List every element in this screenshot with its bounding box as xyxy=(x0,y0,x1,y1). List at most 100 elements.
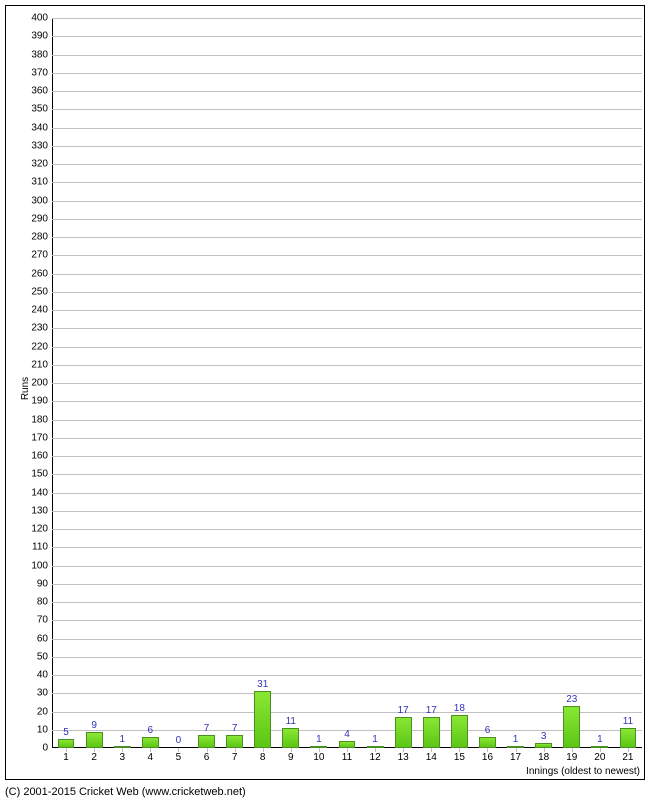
x-tick-label: 3 xyxy=(119,752,125,763)
gridline xyxy=(52,201,642,202)
x-tick-label: 14 xyxy=(426,752,437,763)
gridline xyxy=(52,420,642,421)
bar-value-label: 7 xyxy=(204,723,210,734)
gridline xyxy=(52,128,642,129)
y-tick-label: 170 xyxy=(31,432,48,443)
y-tick-label: 370 xyxy=(31,67,48,78)
bar-value-label: 11 xyxy=(286,716,296,727)
gridline xyxy=(52,566,642,567)
gridline xyxy=(52,620,642,621)
y-tick-label: 230 xyxy=(31,323,48,334)
x-tick-label: 18 xyxy=(538,752,549,763)
x-tick-label: 13 xyxy=(398,752,409,763)
y-tick-label: 270 xyxy=(31,250,48,261)
gridline xyxy=(52,73,642,74)
gridline xyxy=(52,602,642,603)
x-tick-label: 9 xyxy=(288,752,294,763)
y-tick-label: 200 xyxy=(31,378,48,389)
gridline xyxy=(52,584,642,585)
y-tick-label: 330 xyxy=(31,140,48,151)
y-tick-label: 50 xyxy=(37,651,48,662)
y-tick-label: 360 xyxy=(31,86,48,97)
y-tick-label: 20 xyxy=(37,706,48,717)
y-tick-label: 380 xyxy=(31,49,48,60)
gridline xyxy=(52,456,642,457)
x-tick-label: 15 xyxy=(454,752,465,763)
gridline xyxy=(52,547,642,548)
gridline xyxy=(52,347,642,348)
y-tick-label: 90 xyxy=(37,578,48,589)
bar-value-label: 5 xyxy=(63,727,69,738)
x-tick-label: 20 xyxy=(594,752,605,763)
gridline xyxy=(52,401,642,402)
bar-value-label: 1 xyxy=(513,734,519,745)
y-tick-label: 70 xyxy=(37,615,48,626)
y-tick-label: 310 xyxy=(31,177,48,188)
gridline xyxy=(52,493,642,494)
bar: 11 xyxy=(282,728,299,748)
gridline xyxy=(52,693,642,694)
gridline xyxy=(52,164,642,165)
y-tick-label: 10 xyxy=(37,724,48,735)
gridline xyxy=(52,639,642,640)
y-tick-label: 150 xyxy=(31,469,48,480)
x-tick-label: 1 xyxy=(63,752,69,763)
y-tick-label: 260 xyxy=(31,268,48,279)
gridline xyxy=(52,274,642,275)
bar-value-label: 1 xyxy=(597,734,603,745)
y-tick-label: 240 xyxy=(31,305,48,316)
x-tick-label: 17 xyxy=(510,752,521,763)
bar-value-label: 3 xyxy=(541,731,547,742)
y-tick-label: 250 xyxy=(31,286,48,297)
gridline xyxy=(52,182,642,183)
y-tick-label: 290 xyxy=(31,213,48,224)
bar: 31 xyxy=(254,691,271,748)
x-tick-label: 4 xyxy=(148,752,154,763)
bar-value-label: 1 xyxy=(316,734,322,745)
bar: 4 xyxy=(339,741,356,748)
y-tick-label: 80 xyxy=(37,597,48,608)
bar-value-label: 7 xyxy=(232,723,238,734)
bar-value-label: 4 xyxy=(344,729,350,740)
bar-value-label: 1 xyxy=(372,734,378,745)
bar: 9 xyxy=(86,732,103,748)
y-tick-label: 340 xyxy=(31,122,48,133)
bar-value-label: 18 xyxy=(454,703,465,714)
gridline xyxy=(52,675,642,676)
y-tick-label: 120 xyxy=(31,524,48,535)
x-tick-label: 11 xyxy=(342,752,352,763)
y-axis-title: Runs xyxy=(20,377,31,400)
gridline xyxy=(52,91,642,92)
gridline xyxy=(52,219,642,220)
bar-value-label: 31 xyxy=(257,679,268,690)
y-tick-label: 180 xyxy=(31,414,48,425)
bar-value-label: 17 xyxy=(426,705,437,716)
y-tick-label: 350 xyxy=(31,104,48,115)
gridline xyxy=(52,365,642,366)
gridline xyxy=(52,511,642,512)
y-tick-label: 30 xyxy=(37,688,48,699)
chart-frame: 0102030405060708090100110120130140150160… xyxy=(5,5,645,780)
x-tick-label: 19 xyxy=(566,752,577,763)
bar: 11 xyxy=(620,728,637,748)
bar-value-label: 9 xyxy=(91,720,97,731)
bar-value-label: 6 xyxy=(148,725,154,736)
bar: 7 xyxy=(226,735,243,748)
copyright-text: (C) 2001-2015 Cricket Web (www.cricketwe… xyxy=(5,786,246,798)
x-tick-label: 12 xyxy=(370,752,381,763)
gridline xyxy=(52,438,642,439)
y-tick-label: 390 xyxy=(31,31,48,42)
x-tick-label: 10 xyxy=(313,752,324,763)
bar: 17 xyxy=(423,717,440,748)
y-tick-label: 400 xyxy=(31,13,48,24)
gridline xyxy=(52,292,642,293)
y-tick-label: 220 xyxy=(31,341,48,352)
gridline xyxy=(52,36,642,37)
gridline xyxy=(52,712,642,713)
plot-area: 0102030405060708090100110120130140150160… xyxy=(52,18,642,748)
y-tick-label: 100 xyxy=(31,560,48,571)
x-axis-title: Innings (oldest to newest) xyxy=(526,766,640,777)
bar: 6 xyxy=(142,737,159,748)
y-tick-label: 300 xyxy=(31,195,48,206)
y-tick-label: 60 xyxy=(37,633,48,644)
